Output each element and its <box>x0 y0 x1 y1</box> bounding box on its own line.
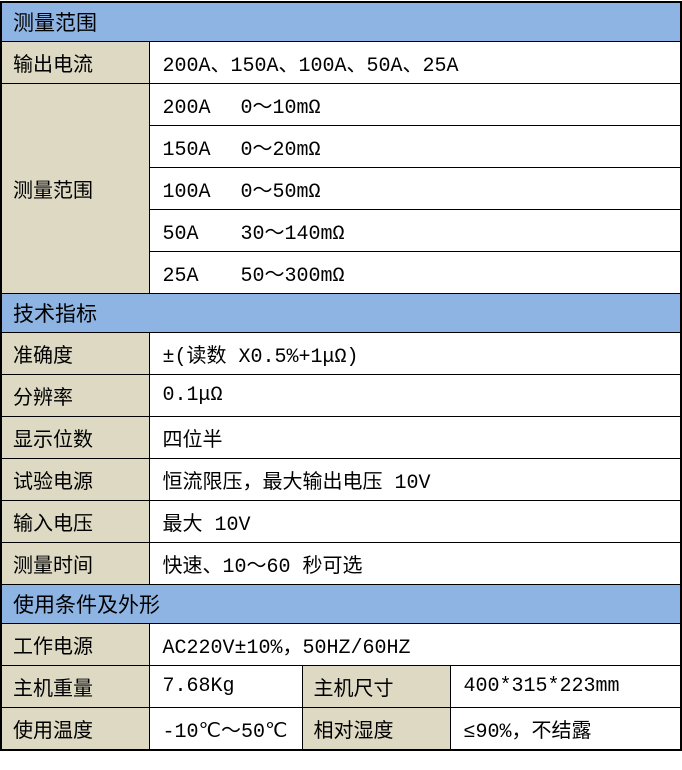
row-value: 四位半 <box>148 416 682 459</box>
range-current: 25A <box>162 264 199 288</box>
row-weight-dimensions: 主机重量 7.68Kg 主机尺寸 400*315*223mm <box>0 665 682 708</box>
row-working-power: 工作电源 AC220V±10%，50HZ/60HZ <box>0 623 682 666</box>
row-value: 最大 10V <box>148 500 682 543</box>
range-current: 100A <box>162 180 211 204</box>
row-label: 测量范围 <box>0 83 150 294</box>
row-measure-range-150a: 150A 0～20mΩ <box>1 125 682 168</box>
row-measure-range-100a: 100A 0～50mΩ <box>1 167 682 210</box>
row-measure-time: 测量时间 快速、10～60 秒可选 <box>0 542 682 585</box>
row-accuracy: 准确度 ±(读数 X0.5%+1μΩ) <box>0 332 682 375</box>
range-current: 150A <box>162 138 211 162</box>
range-current: 200A <box>162 96 211 120</box>
row-label: 相对湿度 <box>301 707 451 751</box>
range-value: 0～10mΩ <box>240 96 321 120</box>
section-header-tech-specs: 技术指标 <box>0 293 682 333</box>
row-value: 恒流限压，最大输出电压 10V <box>148 458 682 501</box>
row-value: ±(读数 X0.5%+1μΩ) <box>148 332 682 375</box>
range-value: 30～140mΩ <box>240 222 345 246</box>
row-label: 主机尺寸 <box>301 665 451 708</box>
row-output-current: 输出电流 200A、150A、100A、50A、25A <box>0 41 682 84</box>
row-label: 工作电源 <box>0 623 150 666</box>
range-value: 0～50mΩ <box>240 180 321 204</box>
row-measure-range-25a: 25A 50～300mΩ <box>1 251 682 294</box>
row-measure-range-50a: 50A 30～140mΩ <box>1 209 682 252</box>
row-label: 试验电源 <box>0 458 150 501</box>
row-value: 0.1μΩ <box>148 374 682 417</box>
section-header-usage-conditions: 使用条件及外形 <box>0 584 682 624</box>
row-value: 7.68Kg <box>148 665 303 708</box>
row-value: 25A 50～300mΩ <box>148 251 682 294</box>
range-value: 0～20mΩ <box>240 138 321 162</box>
row-value: AC220V±10%，50HZ/60HZ <box>148 623 682 666</box>
row-measure-range-200a: 测量范围 200A 0～10mΩ <box>0 83 682 294</box>
specification-table: 测量范围 输出电流 200A、150A、100A、50A、25A 测量范围 20… <box>0 1 682 751</box>
range-value: 50～300mΩ <box>240 264 345 288</box>
row-value: 150A 0～20mΩ <box>148 125 682 168</box>
row-value: 50A 30～140mΩ <box>148 209 682 252</box>
row-value: -10℃～50℃ <box>148 707 303 751</box>
range-current: 50A <box>162 222 199 246</box>
section-title: 技术指标 <box>0 293 682 333</box>
row-label: 显示位数 <box>0 416 150 459</box>
row-resolution: 分辨率 0.1μΩ <box>0 374 682 417</box>
row-label: 主机重量 <box>0 665 150 708</box>
row-display-digits: 显示位数 四位半 <box>0 416 682 459</box>
section-title: 使用条件及外形 <box>0 584 682 624</box>
row-value: 400*315*223mm <box>449 665 682 708</box>
row-label: 准确度 <box>0 332 150 375</box>
row-label: 使用温度 <box>0 707 150 751</box>
section-title: 测量范围 <box>0 1 682 42</box>
section-header-measure-range: 测量范围 <box>0 1 682 42</box>
row-temperature-humidity: 使用温度 -10℃～50℃ 相对湿度 ≤90%，不结露 <box>0 707 682 751</box>
row-label: 输入电压 <box>0 500 150 543</box>
row-value: 快速、10～60 秒可选 <box>148 542 682 585</box>
row-value: ≤90%，不结露 <box>449 707 682 751</box>
row-label: 分辨率 <box>0 374 150 417</box>
row-label: 测量时间 <box>0 542 150 585</box>
row-test-power: 试验电源 恒流限压，最大输出电压 10V <box>0 458 682 501</box>
row-input-voltage: 输入电压 最大 10V <box>0 500 682 543</box>
row-value: 100A 0～50mΩ <box>148 167 682 210</box>
row-label: 输出电流 <box>0 41 150 84</box>
row-value: 200A、150A、100A、50A、25A <box>148 41 682 84</box>
row-value: 200A 0～10mΩ <box>148 83 682 126</box>
